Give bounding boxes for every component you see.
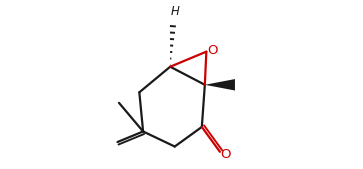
Text: O: O <box>221 148 231 161</box>
Text: O: O <box>207 44 218 57</box>
Polygon shape <box>205 79 235 91</box>
Text: H: H <box>170 5 179 18</box>
